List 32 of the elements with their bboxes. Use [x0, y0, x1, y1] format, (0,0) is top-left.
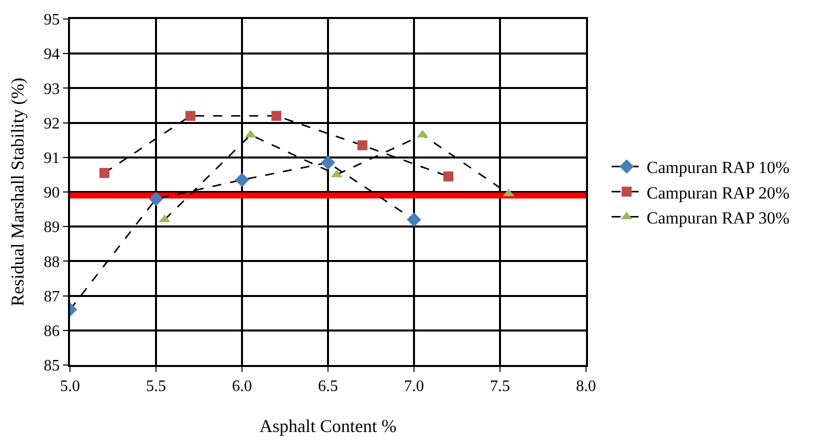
legend-label: Campuran RAP 20%	[646, 183, 790, 202]
x-tick-label: 7.5	[490, 378, 510, 396]
y-tick-label: 89	[44, 219, 60, 236]
point	[99, 168, 110, 178]
y-tick-label: 95	[44, 12, 60, 29]
x-tick-label: 8.0	[576, 378, 596, 396]
x-tick-label: 6.0	[232, 378, 252, 396]
y-axis-title: Residual Marshall Stability (%)	[8, 78, 28, 306]
point	[148, 192, 164, 206]
x-axis-title: Asphalt Content %	[260, 416, 396, 436]
y-tick-label: 88	[44, 254, 60, 271]
y-tick-label: 86	[44, 323, 60, 340]
y-tick-label: 92	[44, 115, 60, 132]
x-tick-label: 5.5	[146, 378, 166, 396]
point	[185, 110, 196, 121]
x-tick-label: 7.0	[404, 378, 424, 396]
point	[357, 140, 368, 150]
y-tick-label: 85	[44, 358, 60, 375]
point	[271, 110, 282, 121]
x-tick-label: 6.5	[318, 378, 338, 396]
y-tick-label: 90	[44, 184, 60, 202]
y-tick-label: 93	[44, 80, 60, 98]
legend-label: Campuran RAP 10%	[646, 158, 790, 178]
point	[443, 171, 454, 182]
y-tick-label: 91	[44, 150, 60, 167]
point	[320, 155, 336, 170]
y-tick-label: 87	[44, 288, 60, 306]
x-tick-label: 5.0	[60, 378, 80, 396]
point	[406, 212, 422, 227]
y-tick-label: 94	[44, 46, 60, 64]
legend-label: Campuran RAP 30%	[646, 208, 790, 228]
point	[234, 172, 250, 188]
